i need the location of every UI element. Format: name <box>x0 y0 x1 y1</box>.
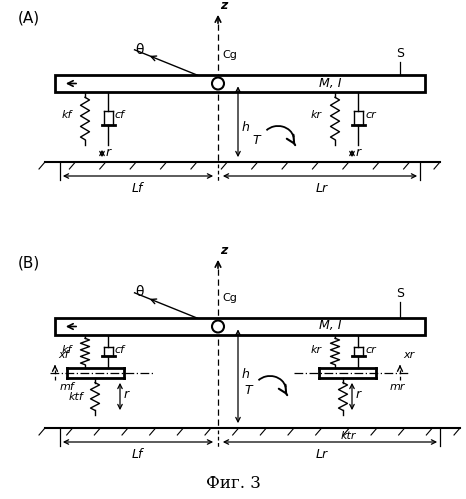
Text: M, I: M, I <box>319 76 341 89</box>
Text: r: r <box>124 389 129 402</box>
Text: Cg: Cg <box>222 50 237 60</box>
Text: S: S <box>396 47 404 60</box>
Text: kr: kr <box>311 110 322 120</box>
Text: mr: mr <box>390 382 405 392</box>
Text: θ: θ <box>136 285 144 299</box>
Text: z: z <box>220 244 227 257</box>
Text: z: z <box>220 0 227 12</box>
Text: θ: θ <box>136 43 144 57</box>
Text: Lr: Lr <box>316 182 328 195</box>
Bar <box>55 75 425 92</box>
Text: xf: xf <box>58 350 69 360</box>
Text: ktf: ktf <box>68 392 83 402</box>
Text: T: T <box>252 134 260 147</box>
Text: kr: kr <box>311 345 322 355</box>
Text: h: h <box>242 120 250 134</box>
Text: Lf: Lf <box>131 448 143 461</box>
Text: cr: cr <box>365 345 376 355</box>
Text: M, I: M, I <box>319 319 341 332</box>
Text: cf: cf <box>114 110 124 120</box>
Text: Lr: Lr <box>316 448 328 461</box>
Text: r: r <box>356 389 361 402</box>
Text: xr: xr <box>403 350 414 360</box>
Text: r: r <box>356 147 361 160</box>
Text: kf: kf <box>62 345 72 355</box>
Bar <box>55 318 425 335</box>
Text: cf: cf <box>114 345 124 355</box>
Text: cr: cr <box>365 110 376 120</box>
Text: Lf: Lf <box>131 182 143 195</box>
Text: (A): (A) <box>18 10 40 25</box>
Text: Фиг. 3: Фиг. 3 <box>206 475 260 492</box>
Text: kf: kf <box>62 110 72 120</box>
Text: mf: mf <box>60 382 75 392</box>
Text: ktr: ktr <box>340 431 356 441</box>
Text: h: h <box>242 368 250 382</box>
Text: Cg: Cg <box>222 293 237 303</box>
Text: r: r <box>106 147 111 160</box>
Text: (B): (B) <box>18 255 40 270</box>
Text: S: S <box>396 287 404 300</box>
Text: T: T <box>244 384 252 397</box>
